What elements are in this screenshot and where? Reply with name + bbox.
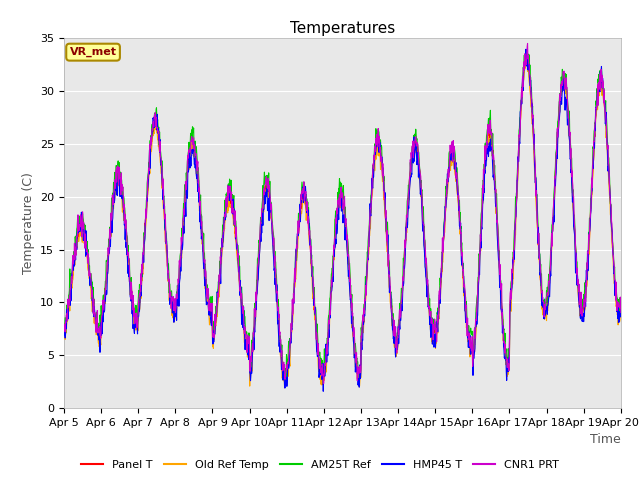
Title: Temperatures: Temperatures — [290, 21, 395, 36]
Text: Time: Time — [590, 433, 621, 446]
Y-axis label: Temperature (C): Temperature (C) — [22, 172, 35, 274]
Legend: Panel T, Old Ref Temp, AM25T Ref, HMP45 T, CNR1 PRT: Panel T, Old Ref Temp, AM25T Ref, HMP45 … — [77, 456, 563, 474]
Text: VR_met: VR_met — [70, 47, 116, 57]
